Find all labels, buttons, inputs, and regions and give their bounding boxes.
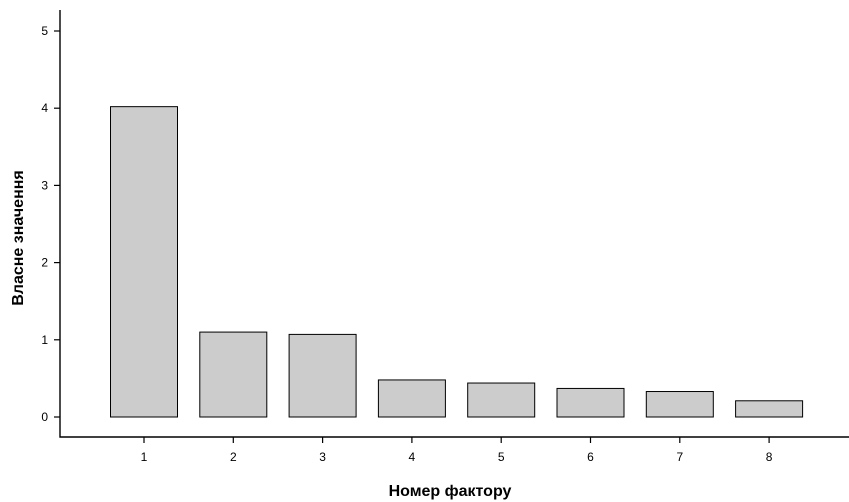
- bar-8: [735, 400, 804, 418]
- bar-5: [467, 382, 536, 418]
- x-tick-label: 3: [319, 450, 326, 464]
- bars-group: [110, 106, 804, 418]
- y-tick-label: 1: [41, 333, 48, 347]
- y-tick-label: 0: [41, 410, 48, 424]
- y-tick-label: 2: [41, 256, 48, 270]
- x-tick-label: 8: [766, 450, 773, 464]
- bar-1: [110, 106, 178, 418]
- x-tick-label: 4: [409, 450, 416, 464]
- bar-7: [645, 391, 714, 418]
- bar-3: [288, 333, 357, 418]
- y-tick-label: 3: [41, 178, 48, 192]
- x-tick-label: 5: [498, 450, 505, 464]
- bar-2: [199, 331, 268, 418]
- x-tick-label: 7: [676, 450, 683, 464]
- x-axis-title: Номер фактору: [389, 483, 512, 500]
- bar-4: [377, 379, 446, 418]
- y-axis-title: Власне значення: [10, 170, 27, 306]
- x-tick-label: 2: [230, 450, 237, 464]
- axis-frame: [59, 10, 849, 438]
- x-tick-label: 6: [587, 450, 594, 464]
- x-axis-ticks: 1 2 3 4 5 6 7 8: [141, 437, 773, 464]
- bar-6: [556, 387, 625, 418]
- x-tick-label: 1: [141, 450, 148, 464]
- y-tick-label: 5: [41, 24, 48, 38]
- y-tick-label: 4: [41, 101, 48, 115]
- y-axis-ticks: 0 1 2 3 4 5: [41, 24, 60, 424]
